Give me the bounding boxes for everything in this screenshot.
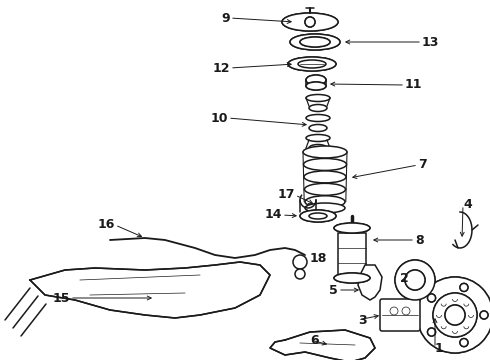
- Ellipse shape: [300, 37, 330, 47]
- Circle shape: [433, 293, 477, 337]
- Text: 8: 8: [415, 234, 424, 247]
- Circle shape: [395, 260, 435, 300]
- Text: 13: 13: [422, 36, 440, 49]
- Circle shape: [460, 339, 468, 347]
- Ellipse shape: [309, 104, 327, 112]
- Ellipse shape: [306, 82, 326, 90]
- Text: 10: 10: [211, 112, 228, 125]
- FancyBboxPatch shape: [380, 299, 420, 331]
- Ellipse shape: [298, 60, 326, 68]
- Ellipse shape: [300, 210, 336, 222]
- Ellipse shape: [334, 223, 370, 233]
- Ellipse shape: [305, 203, 345, 213]
- Circle shape: [428, 328, 436, 336]
- Circle shape: [460, 283, 468, 291]
- Text: 16: 16: [98, 219, 115, 231]
- Ellipse shape: [334, 273, 370, 283]
- Circle shape: [417, 277, 490, 353]
- Ellipse shape: [288, 57, 336, 71]
- Circle shape: [402, 307, 410, 315]
- Circle shape: [428, 328, 436, 336]
- Text: 7: 7: [418, 158, 427, 171]
- Ellipse shape: [290, 34, 340, 50]
- Text: 4: 4: [463, 198, 472, 211]
- Ellipse shape: [334, 273, 370, 283]
- Text: 17: 17: [277, 189, 295, 202]
- Text: 15: 15: [52, 292, 70, 305]
- Ellipse shape: [334, 223, 370, 233]
- Circle shape: [405, 270, 425, 290]
- Circle shape: [305, 17, 315, 27]
- Circle shape: [445, 305, 465, 325]
- Circle shape: [417, 277, 490, 353]
- Polygon shape: [30, 262, 270, 318]
- Ellipse shape: [290, 34, 340, 50]
- Circle shape: [428, 294, 436, 302]
- FancyBboxPatch shape: [338, 233, 366, 278]
- Circle shape: [433, 293, 477, 337]
- Ellipse shape: [306, 94, 330, 102]
- Text: 6: 6: [310, 333, 318, 346]
- Text: 9: 9: [221, 12, 230, 24]
- Circle shape: [460, 283, 468, 291]
- Circle shape: [460, 339, 468, 347]
- Text: 2: 2: [400, 271, 409, 284]
- Circle shape: [293, 255, 307, 269]
- Text: 12: 12: [213, 62, 230, 75]
- Ellipse shape: [306, 75, 326, 85]
- Ellipse shape: [309, 213, 327, 219]
- Text: 14: 14: [265, 208, 282, 221]
- Ellipse shape: [304, 183, 345, 195]
- Ellipse shape: [306, 82, 326, 90]
- Ellipse shape: [288, 57, 336, 71]
- Text: 18: 18: [310, 252, 327, 265]
- Ellipse shape: [304, 171, 346, 183]
- Circle shape: [445, 305, 465, 325]
- Circle shape: [428, 294, 436, 302]
- Ellipse shape: [300, 37, 330, 47]
- Text: 11: 11: [405, 78, 422, 91]
- Ellipse shape: [309, 125, 327, 131]
- Circle shape: [480, 311, 488, 319]
- Ellipse shape: [303, 158, 346, 170]
- Ellipse shape: [300, 210, 336, 222]
- Ellipse shape: [306, 75, 326, 85]
- Ellipse shape: [306, 135, 330, 141]
- Circle shape: [405, 270, 425, 290]
- Ellipse shape: [306, 114, 330, 122]
- Ellipse shape: [282, 13, 338, 31]
- Circle shape: [395, 260, 435, 300]
- Circle shape: [390, 307, 398, 315]
- Ellipse shape: [309, 144, 327, 152]
- Circle shape: [295, 269, 305, 279]
- Polygon shape: [270, 330, 375, 360]
- Text: 5: 5: [329, 284, 338, 297]
- Circle shape: [480, 311, 488, 319]
- Ellipse shape: [305, 196, 345, 208]
- Circle shape: [305, 17, 315, 27]
- Ellipse shape: [303, 146, 347, 158]
- Text: 1: 1: [435, 342, 444, 355]
- Polygon shape: [358, 265, 382, 300]
- Text: 3: 3: [358, 314, 367, 327]
- Ellipse shape: [282, 13, 338, 31]
